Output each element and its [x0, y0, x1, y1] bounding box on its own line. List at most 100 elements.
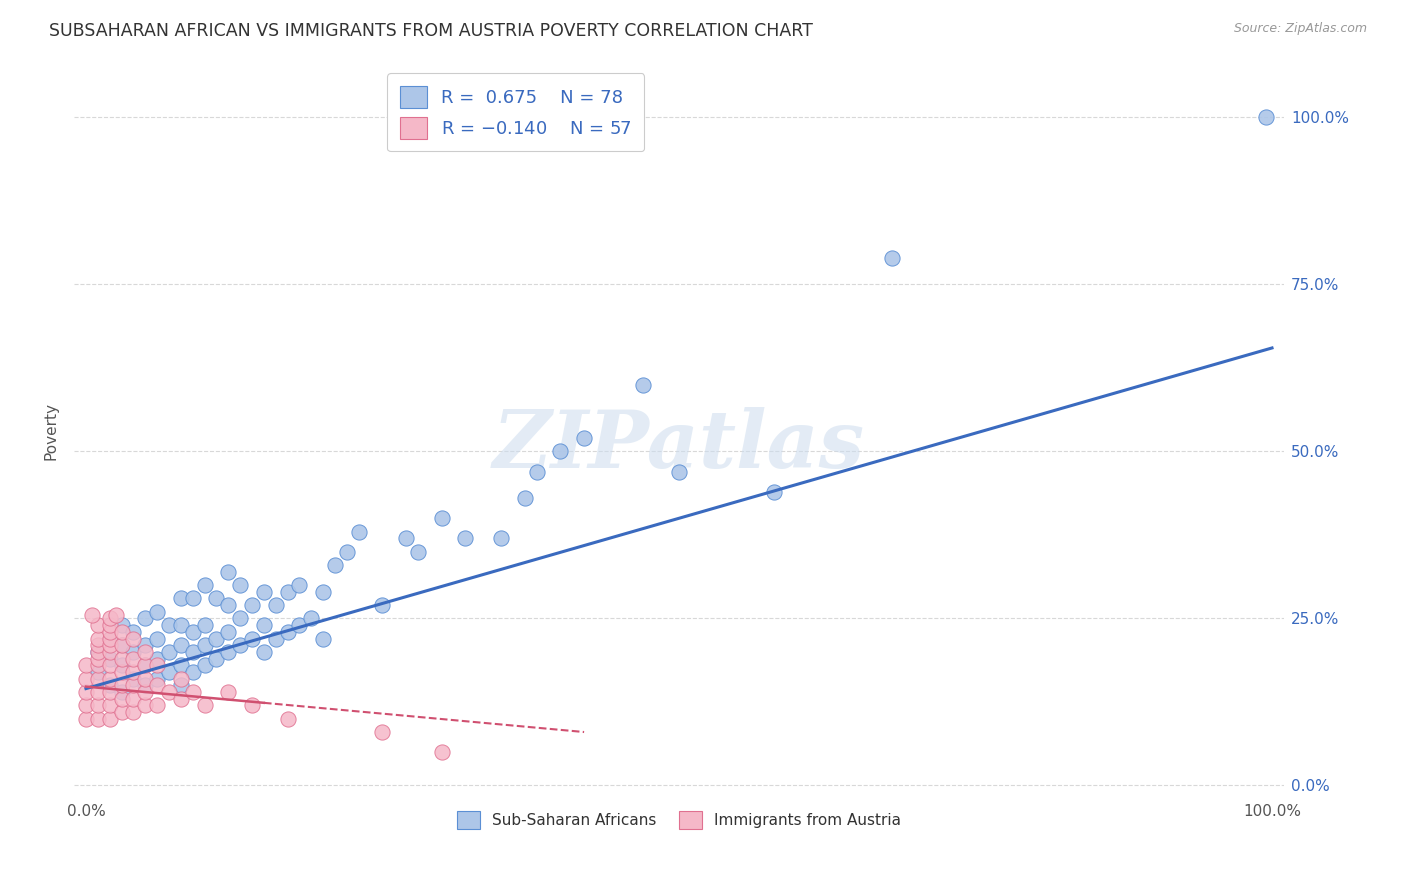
- Point: [489, 531, 512, 545]
- Point: [336, 544, 359, 558]
- Point: [146, 605, 169, 619]
- Point: [181, 685, 204, 699]
- Point: [87, 632, 110, 646]
- Point: [240, 698, 263, 713]
- Point: [146, 672, 169, 686]
- Point: [134, 672, 156, 686]
- Point: [205, 651, 228, 665]
- Point: [134, 611, 156, 625]
- Point: [181, 591, 204, 606]
- Point: [513, 491, 536, 506]
- Point: [75, 685, 97, 699]
- Point: [430, 745, 453, 759]
- Point: [217, 598, 239, 612]
- Point: [110, 651, 132, 665]
- Point: [550, 444, 572, 458]
- Point: [134, 658, 156, 673]
- Point: [347, 524, 370, 539]
- Point: [122, 624, 145, 639]
- Point: [406, 544, 429, 558]
- Point: [87, 645, 110, 659]
- Point: [205, 591, 228, 606]
- Point: [104, 608, 127, 623]
- Point: [98, 624, 121, 639]
- Point: [98, 611, 121, 625]
- Point: [134, 638, 156, 652]
- Point: [157, 645, 180, 659]
- Point: [157, 618, 180, 632]
- Point: [170, 591, 193, 606]
- Point: [229, 578, 252, 592]
- Point: [170, 691, 193, 706]
- Point: [134, 685, 156, 699]
- Point: [98, 698, 121, 713]
- Point: [633, 377, 655, 392]
- Point: [371, 725, 394, 739]
- Point: [193, 638, 215, 652]
- Point: [526, 465, 548, 479]
- Point: [122, 632, 145, 646]
- Text: ZIPatlas: ZIPatlas: [494, 408, 865, 485]
- Point: [110, 638, 132, 652]
- Point: [122, 665, 145, 679]
- Point: [110, 658, 132, 673]
- Point: [193, 698, 215, 713]
- Point: [110, 638, 132, 652]
- Point: [134, 698, 156, 713]
- Point: [134, 658, 156, 673]
- Point: [240, 598, 263, 612]
- Text: Source: ZipAtlas.com: Source: ZipAtlas.com: [1233, 22, 1367, 36]
- Y-axis label: Poverty: Poverty: [44, 402, 58, 460]
- Point: [87, 658, 110, 673]
- Point: [87, 672, 110, 686]
- Point: [668, 465, 690, 479]
- Point: [110, 618, 132, 632]
- Point: [170, 638, 193, 652]
- Point: [205, 632, 228, 646]
- Point: [193, 658, 215, 673]
- Point: [98, 678, 121, 692]
- Point: [98, 651, 121, 665]
- Point: [110, 624, 132, 639]
- Point: [193, 578, 215, 592]
- Point: [572, 431, 595, 445]
- Point: [110, 678, 132, 692]
- Point: [170, 618, 193, 632]
- Point: [98, 672, 121, 686]
- Point: [264, 598, 287, 612]
- Point: [299, 611, 322, 625]
- Point: [110, 691, 132, 706]
- Text: SUBSAHARAN AFRICAN VS IMMIGRANTS FROM AUSTRIA POVERTY CORRELATION CHART: SUBSAHARAN AFRICAN VS IMMIGRANTS FROM AU…: [49, 22, 813, 40]
- Point: [98, 632, 121, 646]
- Point: [277, 624, 299, 639]
- Point: [229, 611, 252, 625]
- Point: [122, 691, 145, 706]
- Point: [217, 624, 239, 639]
- Point: [87, 698, 110, 713]
- Point: [277, 712, 299, 726]
- Point: [98, 638, 121, 652]
- Point: [75, 672, 97, 686]
- Point: [146, 698, 169, 713]
- Point: [134, 645, 156, 659]
- Point: [323, 558, 346, 572]
- Point: [312, 632, 335, 646]
- Point: [87, 618, 110, 632]
- Point: [181, 624, 204, 639]
- Point: [75, 658, 97, 673]
- Point: [122, 645, 145, 659]
- Point: [98, 685, 121, 699]
- Point: [395, 531, 418, 545]
- Point: [146, 658, 169, 673]
- Point: [122, 678, 145, 692]
- Point: [371, 598, 394, 612]
- Point: [181, 645, 204, 659]
- Legend: Sub-Saharan Africans, Immigrants from Austria: Sub-Saharan Africans, Immigrants from Au…: [450, 805, 907, 835]
- Point: [288, 578, 311, 592]
- Point: [110, 705, 132, 719]
- Point: [98, 645, 121, 659]
- Point: [146, 651, 169, 665]
- Point: [264, 632, 287, 646]
- Point: [454, 531, 477, 545]
- Point: [1254, 111, 1277, 125]
